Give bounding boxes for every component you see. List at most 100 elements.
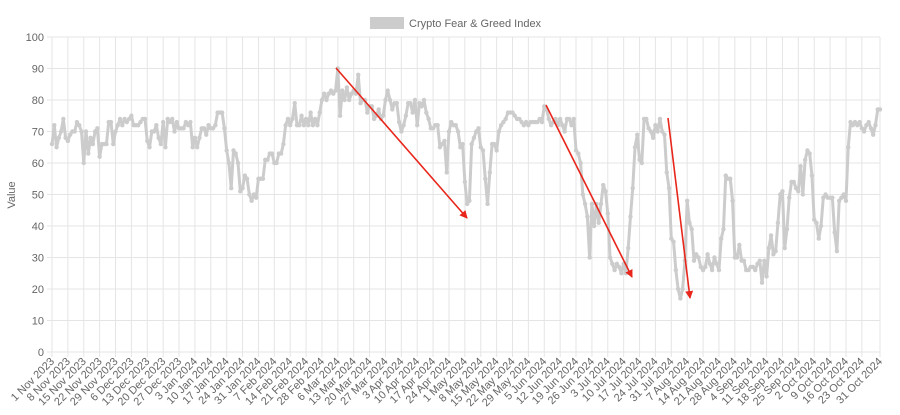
- point: [104, 141, 109, 147]
- point: [278, 151, 284, 156]
- point: [535, 119, 540, 125]
- point: [210, 126, 216, 131]
- point: [142, 116, 148, 122]
- point: [390, 107, 395, 112]
- point: [839, 195, 844, 200]
- point: [290, 116, 295, 122]
- point: [585, 214, 590, 219]
- point: [324, 97, 329, 103]
- point: [356, 72, 361, 78]
- point: [147, 145, 152, 150]
- point: [619, 271, 624, 276]
- point: [65, 138, 71, 144]
- point: [673, 267, 679, 273]
- point: [455, 129, 461, 134]
- point: [762, 258, 767, 263]
- point: [383, 97, 388, 103]
- point: [850, 123, 855, 128]
- point: [222, 126, 227, 131]
- point: [344, 85, 350, 90]
- point: [614, 261, 620, 266]
- point: [798, 163, 803, 169]
- point: [410, 110, 415, 115]
- point: [644, 116, 649, 122]
- point: [766, 245, 772, 251]
- point: [408, 100, 413, 106]
- point: [401, 123, 406, 128]
- point: [707, 261, 713, 266]
- arrow: [335, 67, 468, 219]
- point: [52, 123, 57, 128]
- point: [728, 176, 733, 181]
- point: [791, 179, 796, 185]
- point: [841, 192, 846, 197]
- point: [306, 123, 311, 128]
- point: [866, 119, 871, 125]
- point: [485, 201, 490, 207]
- point: [251, 192, 257, 197]
- point: [567, 116, 572, 122]
- point: [92, 129, 98, 134]
- point: [167, 119, 173, 125]
- point: [610, 261, 615, 266]
- point: [113, 129, 118, 134]
- legend-label: Crypto Fear & Greed Index: [409, 18, 542, 30]
- point: [138, 119, 143, 125]
- point: [750, 264, 756, 270]
- point: [612, 267, 617, 273]
- point: [678, 296, 683, 301]
- point: [823, 192, 828, 197]
- point: [709, 267, 715, 273]
- point: [768, 233, 774, 238]
- point: [664, 170, 669, 175]
- y-tick-label: 90: [32, 64, 44, 76]
- point: [315, 123, 320, 128]
- point: [299, 113, 304, 118]
- point: [403, 113, 409, 118]
- point: [632, 145, 638, 150]
- point: [496, 129, 502, 134]
- point: [548, 123, 554, 128]
- point: [415, 123, 420, 128]
- point: [172, 129, 177, 134]
- point: [231, 148, 236, 153]
- point: [680, 286, 685, 292]
- point: [419, 104, 424, 109]
- point: [111, 141, 116, 147]
- point: [79, 129, 84, 134]
- point: [719, 236, 724, 241]
- point: [596, 220, 601, 226]
- point: [120, 123, 125, 128]
- point: [687, 220, 692, 226]
- point: [238, 189, 243, 194]
- point: [512, 113, 517, 118]
- point: [421, 97, 427, 103]
- point: [755, 261, 760, 266]
- y-tick-label: 10: [32, 316, 44, 328]
- point: [467, 198, 472, 203]
- point: [703, 264, 708, 270]
- y-tick-label: 100: [26, 32, 44, 44]
- point: [233, 151, 238, 156]
- point: [492, 141, 497, 147]
- point: [519, 119, 524, 125]
- point: [483, 176, 488, 181]
- point: [478, 145, 483, 150]
- point: [523, 119, 529, 125]
- point: [190, 145, 195, 150]
- plot: [49, 66, 883, 301]
- point: [818, 223, 824, 229]
- point: [274, 160, 279, 166]
- point: [219, 110, 225, 115]
- point: [873, 123, 878, 128]
- point: [462, 179, 468, 185]
- point: [868, 126, 874, 131]
- point: [331, 91, 336, 96]
- point: [342, 97, 347, 103]
- point: [560, 123, 565, 128]
- point: [349, 91, 354, 96]
- point: [723, 173, 728, 178]
- point: [376, 107, 381, 112]
- point: [292, 100, 297, 106]
- point: [598, 201, 604, 207]
